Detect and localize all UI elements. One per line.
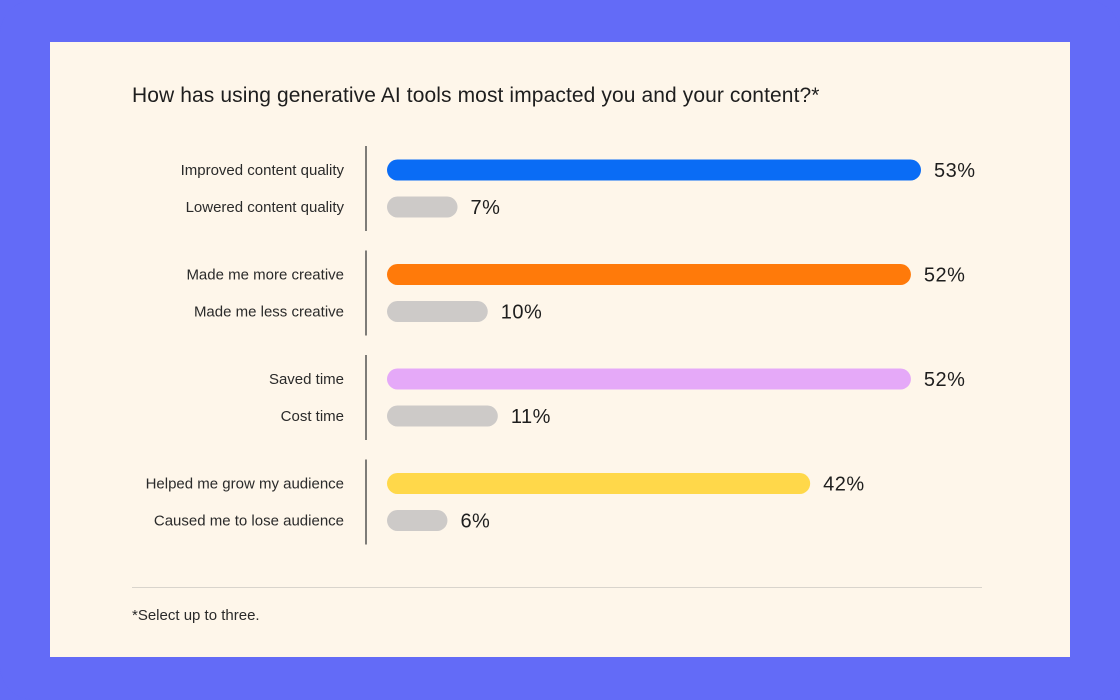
bar-value-label: 42% xyxy=(823,474,865,496)
bar-category-label: Made me less creative xyxy=(194,304,344,321)
bar-value-label: 11% xyxy=(511,406,551,428)
bar-chart: Improved content quality 53% Lowered conte… xyxy=(146,146,976,545)
bar xyxy=(387,405,498,427)
bar-value-label: 52% xyxy=(924,265,966,287)
bar-category-label: Helped me grow my audience xyxy=(146,476,344,493)
bar xyxy=(387,301,488,322)
bar-category-label: Improved content quality xyxy=(181,162,345,179)
chart-card: How has using generative AI tools most i… xyxy=(50,42,1070,657)
footnote: *Select up to three. xyxy=(132,607,260,624)
bar-value-label: 10% xyxy=(501,302,543,324)
chart-title: How has using generative AI tools most i… xyxy=(132,84,820,107)
bar xyxy=(387,196,458,218)
bar-category-label: Caused me to lose audience xyxy=(154,513,344,530)
bar xyxy=(387,473,811,494)
bar-category-label: Lowered content quality xyxy=(186,199,345,216)
bar xyxy=(387,264,911,285)
bar-category-label: Cost time xyxy=(281,408,344,425)
bar xyxy=(387,159,921,181)
bar-category-label: Saved time xyxy=(269,371,344,388)
bar xyxy=(387,368,911,390)
bar-category-label: Made me more creative xyxy=(186,267,344,284)
bar-value-label: 7% xyxy=(471,197,501,219)
bar xyxy=(387,510,448,531)
footer-divider xyxy=(132,587,982,588)
bar-value-label: 52% xyxy=(924,369,966,391)
bar-value-label: 53% xyxy=(934,160,976,182)
bar-value-label: 6% xyxy=(460,511,490,533)
